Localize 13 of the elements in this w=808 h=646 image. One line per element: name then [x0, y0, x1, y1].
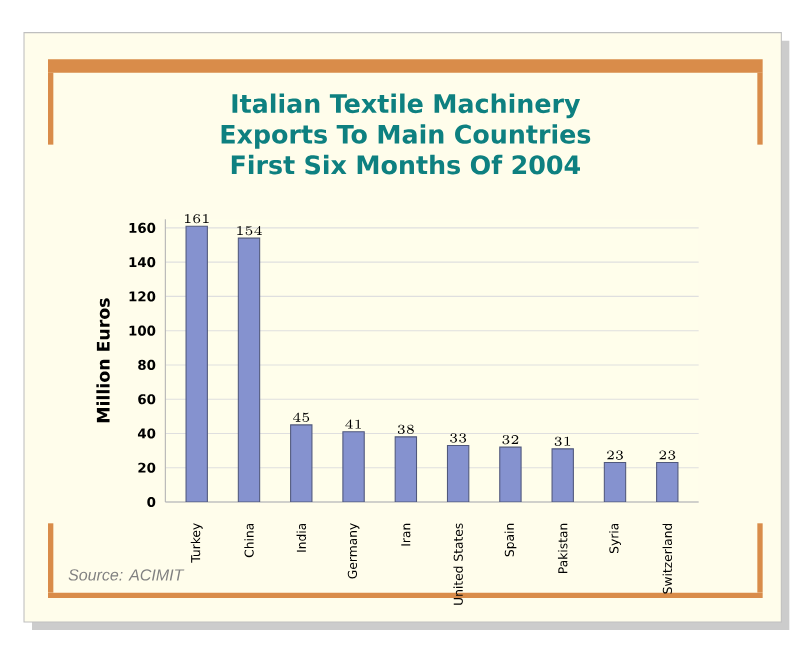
y-axis-title: Million Euros [96, 298, 110, 423]
bar [237, 237, 261, 502]
bar [185, 225, 208, 502]
bar [603, 462, 627, 502]
bar [342, 431, 365, 502]
bar [499, 446, 522, 502]
chart-title: Italian Textile Machinery Exports To Main Countries First Six Months Of 2004 [221, 93, 591, 175]
bar [394, 436, 418, 502]
bar [551, 448, 574, 502]
bar [290, 424, 313, 502]
bar [656, 462, 679, 502]
source-note: Source: ACIMIT [68, 569, 185, 581]
bar [446, 444, 470, 502]
